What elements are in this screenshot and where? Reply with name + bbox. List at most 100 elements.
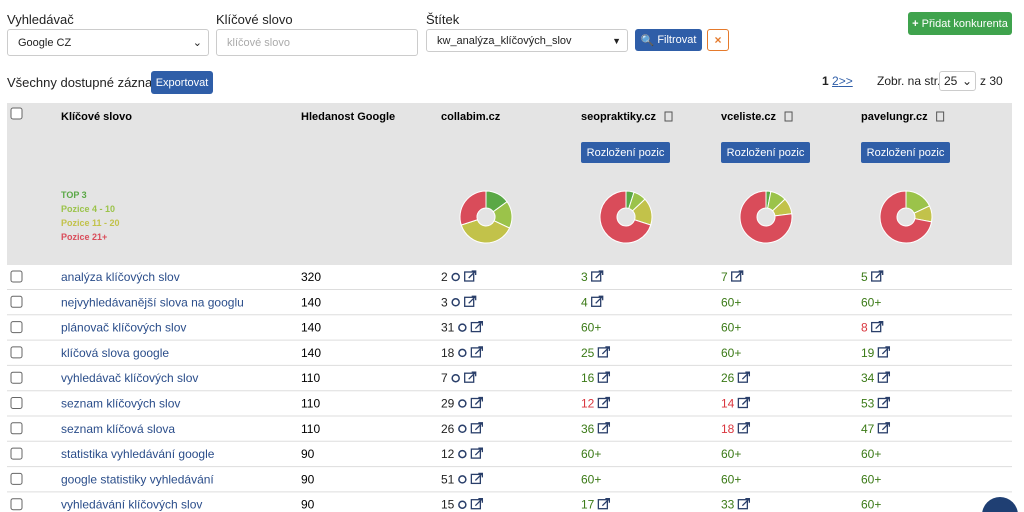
page-link[interactable]: 2 <box>832 74 839 88</box>
checkbox[interactable] <box>10 321 23 334</box>
distribution-button[interactable] <box>861 142 950 163</box>
delete-icon[interactable] <box>936 111 945 122</box>
checkbox[interactable] <box>10 107 23 120</box>
position: 3 <box>581 270 588 284</box>
checkbox[interactable] <box>10 422 23 435</box>
donut-segment <box>460 219 511 244</box>
open-icon <box>741 422 751 431</box>
open-icon <box>737 423 749 434</box>
position: 3 <box>441 295 448 309</box>
open-icon <box>601 396 611 405</box>
checkbox[interactable] <box>10 447 23 460</box>
position: 60+ <box>861 472 881 486</box>
open-icon <box>601 422 611 431</box>
volume: 320 <box>301 270 321 284</box>
volume: 90 <box>301 472 315 486</box>
label: Štítek <box>426 12 460 27</box>
value: 25 <box>944 74 958 88</box>
volume: 110 <box>301 422 320 436</box>
position: 17 <box>581 498 595 512</box>
position: 19 <box>861 346 875 360</box>
open-icon <box>731 271 742 282</box>
open-icon <box>881 371 891 380</box>
next-link[interactable]: >> <box>838 74 853 88</box>
checkbox[interactable] <box>10 397 23 409</box>
position: 8 <box>861 321 868 335</box>
checkbox[interactable] <box>10 346 23 359</box>
open-icon <box>591 271 602 282</box>
keyword: plánovač klíčových slov <box>61 321 186 335</box>
open-icon <box>597 372 609 383</box>
position: 12 <box>581 397 595 411</box>
filter-button[interactable]: 🔍 Filtrovat <box>635 29 702 51</box>
position: 60+ <box>721 472 741 486</box>
position: 60+ <box>721 346 741 360</box>
position: 47 <box>861 422 875 436</box>
delete-icon[interactable] <box>664 111 673 122</box>
button-label: Rozložení pozic <box>727 147 805 159</box>
link-icon <box>458 424 467 434</box>
position: 60+ <box>861 447 881 461</box>
donut-segment <box>879 190 933 244</box>
delete-icon[interactable] <box>784 111 793 122</box>
keyword: seznam klíčových slov <box>61 397 180 411</box>
donut-segment <box>599 190 652 244</box>
open-icon <box>877 372 889 383</box>
open-icon <box>474 472 484 481</box>
open-icon <box>474 320 484 330</box>
open-icon <box>877 347 889 358</box>
link-icon <box>458 399 467 408</box>
keyword: analýza klíčových slov <box>61 270 180 284</box>
open-icon <box>474 346 484 355</box>
position: 60+ <box>581 447 601 461</box>
distribution-button[interactable] <box>581 142 670 163</box>
tag-select[interactable]: kw_analýza_klíčových_slov ▼ <box>426 29 628 52</box>
open-icon <box>601 498 611 507</box>
keyword-input[interactable]: klíčové slovo <box>216 29 418 56</box>
checkbox[interactable] <box>10 270 23 283</box>
open-icon <box>595 270 604 279</box>
keyword: seznam klíčová slova <box>61 422 175 436</box>
engine-select[interactable]: Google CZ ⌄ <box>7 29 209 56</box>
open-icon <box>468 270 477 279</box>
keyword: vyhledávání klíčových slov <box>61 498 202 512</box>
pagination: 1 2>> <box>822 74 853 88</box>
open-icon <box>875 320 884 330</box>
position: 18 <box>441 346 455 360</box>
open-icon <box>877 423 889 434</box>
add-competitor-button[interactable]: + Přidat konkurenta <box>908 12 1012 35</box>
open-icon <box>881 346 891 355</box>
text: Přidat konkurenta <box>921 17 1008 30</box>
open-icon <box>737 397 749 409</box>
chat-bubble[interactable] <box>982 497 1018 512</box>
button-label: Rozložení pozic <box>587 147 665 159</box>
open-icon <box>464 271 475 282</box>
distribution-button[interactable] <box>721 142 810 163</box>
open-icon <box>595 295 604 304</box>
clear-button[interactable]: × <box>707 29 729 51</box>
checkbox[interactable] <box>10 371 23 384</box>
open-icon <box>737 499 749 510</box>
open-icon <box>875 270 884 279</box>
keyword: klíčová slova google <box>61 346 169 360</box>
checkbox[interactable] <box>10 472 23 485</box>
total: z 30 <box>980 74 1003 88</box>
position: 26 <box>721 371 735 385</box>
open-icon <box>597 423 609 434</box>
position: 33 <box>721 498 735 512</box>
position: 29 <box>441 397 455 411</box>
open-icon <box>597 347 609 358</box>
keyword: statistika vyhledávání google <box>61 447 215 461</box>
table-header <box>7 103 1012 265</box>
volume: 140 <box>301 321 321 335</box>
per-page-select[interactable]: 25 ⌄ <box>939 71 976 91</box>
position: 18 <box>721 422 735 436</box>
link-icon <box>458 449 467 459</box>
open-icon <box>597 397 609 409</box>
column-header: Hledanost Google <box>301 111 395 123</box>
checkbox[interactable] <box>10 498 23 511</box>
position: 31 <box>441 321 455 335</box>
checkbox[interactable] <box>10 295 23 308</box>
open-icon <box>877 397 889 409</box>
export-button[interactable]: Exportovat <box>151 71 213 94</box>
